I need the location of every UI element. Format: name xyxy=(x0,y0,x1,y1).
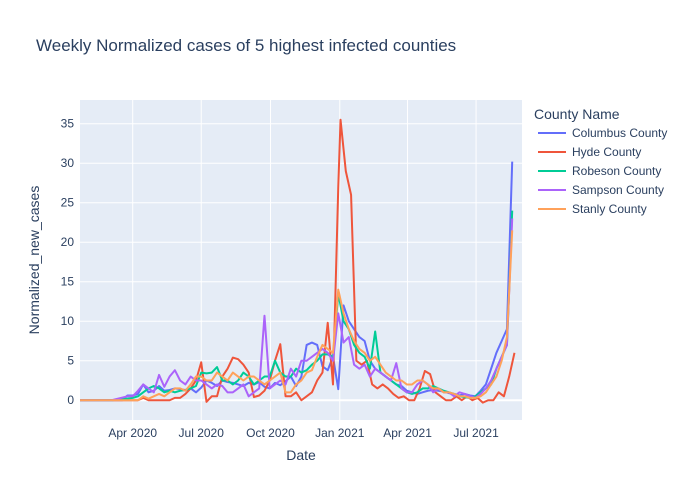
series-line-stanly-county[interactable] xyxy=(80,230,514,402)
y-tick-label: 10 xyxy=(61,314,75,328)
legend-items: Columbus County Hyde County Robeson County… xyxy=(538,126,667,216)
legend-item-stanly-county[interactable]: Stanly County xyxy=(538,202,647,216)
legend: County Name Columbus County Hyde County Ro… xyxy=(534,106,667,216)
x-axis-ticks: Apr 2020 Jul 2020 Oct 2020 Jan 2021 Apr 2021… xyxy=(108,426,499,440)
y-tick-label: 35 xyxy=(61,117,75,131)
legend-item-sampson-county[interactable]: Sampson County xyxy=(538,183,664,197)
y-axis-title: Normalized_new_cases xyxy=(26,186,42,335)
series-lines xyxy=(80,118,516,404)
y-tick-label: 30 xyxy=(61,156,75,170)
plot-area xyxy=(80,100,522,420)
x-tick-label: Apr 2021 xyxy=(383,426,432,440)
legend-label: Robeson County xyxy=(572,164,661,178)
x-tick-label: Jan 2021 xyxy=(315,426,365,440)
x-axis-title: Date xyxy=(286,447,316,463)
x-tick-label: Apr 2020 xyxy=(108,426,157,440)
x-tick-label: Jul 2021 xyxy=(453,426,499,440)
legend-label: Sampson County xyxy=(572,183,664,197)
legend-label: Columbus County xyxy=(572,126,667,140)
x-tick-label: Oct 2020 xyxy=(246,426,295,440)
y-tick-label: 0 xyxy=(67,393,74,407)
legend-item-robeson-county[interactable]: Robeson County xyxy=(538,164,661,178)
legend-item-columbus-county[interactable]: Columbus County xyxy=(538,126,667,140)
chart-title: Weekly Normalized cases of 5 highest inf… xyxy=(36,36,456,55)
y-tick-label: 20 xyxy=(61,235,75,249)
x-tick-label: Jul 2020 xyxy=(179,426,225,440)
series-line-hyde-county[interactable] xyxy=(80,118,516,404)
legend-label: Stanly County xyxy=(572,202,647,216)
legend-label: Hyde County xyxy=(572,145,641,159)
legend-title: County Name xyxy=(534,106,620,122)
y-axis-ticks: 0 5 10 15 20 25 30 35 xyxy=(61,117,75,408)
y-tick-label: 15 xyxy=(61,275,75,289)
legend-item-hyde-county[interactable]: Hyde County xyxy=(538,145,641,159)
y-tick-label: 5 xyxy=(67,354,74,368)
y-tick-label: 25 xyxy=(61,196,75,210)
